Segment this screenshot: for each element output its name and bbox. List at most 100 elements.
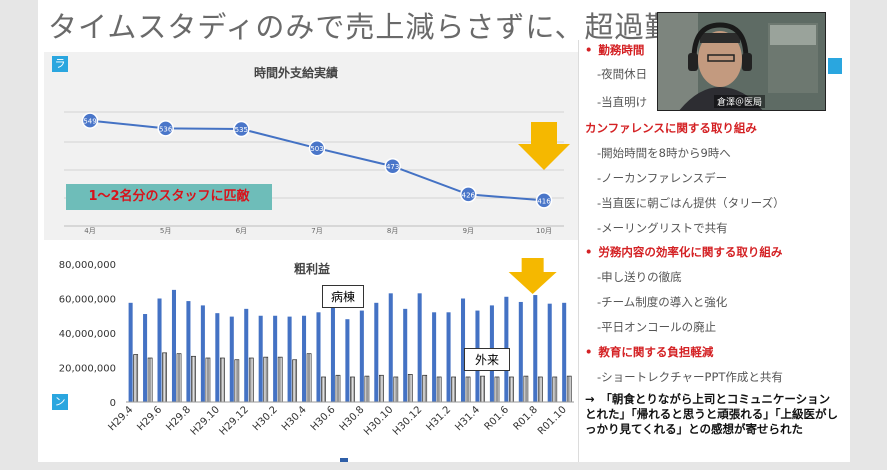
slide-title: タイムスタディのみで売上減らさずに、超過勤務 — [48, 10, 705, 44]
initiative-text: -開始時間を8時から9時へ — [597, 146, 731, 160]
y-tick-label: 60,000,000 — [59, 295, 116, 306]
bar-outpatient — [335, 374, 341, 403]
bar-ward — [171, 289, 177, 402]
bar-outpatient — [552, 376, 558, 403]
bar-ward — [345, 319, 350, 402]
y-tick-label: 0 — [110, 398, 116, 409]
initiative-item: -メーリングリストで共有 — [597, 220, 728, 236]
data-point — [460, 186, 477, 203]
bar-outpatient — [277, 356, 283, 403]
webcam-video[interactable]: 倉澤＠医局 — [657, 12, 826, 111]
bar-ward — [302, 315, 307, 402]
line-chart-title: 時間外支給実績 — [254, 66, 339, 80]
bar-outpatient — [350, 376, 355, 403]
bar-outpatient — [220, 357, 225, 403]
overtime-chart-panel: ラ 時間外支給実績 549 536 535 503 473 426 416 4月 5月 6月 7月 8… — [44, 52, 582, 240]
line-chart: 549 536 535 503 473 426 416 4月 5月 6月 7月 8月 9月 10月 — [64, 111, 570, 235]
x-tick-label: H30.10 — [362, 404, 395, 437]
y-tick-label: 20,000,000 — [59, 364, 116, 375]
bar-outpatient — [321, 376, 326, 403]
initiative-text: -メーリングリストで共有 — [597, 221, 728, 235]
bar-outpatient — [147, 357, 153, 403]
section-tag-right — [828, 58, 842, 74]
x-tick-label: H29.12 — [218, 404, 251, 437]
bar-ward — [229, 316, 234, 402]
bar-outpatient — [176, 353, 182, 403]
x-tick-label: H29.10 — [189, 404, 222, 437]
x-tick-label: 7月 — [311, 227, 322, 235]
x-tick-label: 10月 — [536, 227, 552, 235]
data-label: 426 — [462, 191, 476, 199]
bar-outpatient — [191, 355, 196, 403]
bar-ward — [547, 303, 552, 402]
bar-ward — [403, 308, 408, 402]
initiative-text: -ショートレクチャーPPT作成と共有 — [597, 370, 783, 384]
initiative-item: -ノーカンファレンスデー — [597, 170, 727, 186]
x-tick-label: 4月 — [84, 227, 95, 235]
bar-outpatient — [393, 376, 399, 403]
bar-ward — [518, 301, 523, 402]
bar-chart: 80,000,000 60,000,000 40,000,000 20,000,000… — [59, 258, 574, 438]
bar-ward — [417, 293, 422, 402]
x-tick-label: H31.4 — [453, 404, 482, 433]
bar-ward — [128, 302, 133, 402]
outpatient-label-bubble: 外来 — [464, 348, 511, 371]
bar-ward — [330, 305, 335, 402]
initiative-text: 労務内容の効率化に関する取り組み — [598, 245, 783, 259]
data-point — [157, 120, 174, 137]
y-tick-label: 40,000,000 — [59, 329, 116, 340]
bar-outpatient — [263, 356, 269, 403]
data-label: 549 — [83, 118, 96, 126]
initiative-text: 勤務時間 — [598, 43, 645, 57]
initiative-item: -当直医に朝ごはん提供（タリーズ） — [597, 195, 785, 211]
bar-outpatient — [364, 375, 370, 403]
initiative-heading: • 教育に関する負担軽減 — [585, 344, 713, 360]
initiative-item: -当直明け — [597, 94, 647, 110]
bar-ward — [460, 298, 466, 402]
bar-outpatient — [566, 375, 572, 403]
data-label: 536 — [159, 125, 173, 133]
section-tag: ラ — [52, 56, 68, 72]
data-label: 416 — [537, 197, 551, 205]
initiative-item: -ショートレクチャーPPT作成と共有 — [597, 369, 783, 385]
bar-outpatient — [292, 359, 298, 403]
down-arrow-icon — [518, 122, 570, 170]
y-tick-label: 80,000,000 — [59, 260, 116, 271]
bar-outpatient — [162, 352, 167, 403]
participant-name: 倉澤＠医局 — [714, 95, 766, 108]
bar-outpatient — [378, 374, 384, 403]
bar-ward — [273, 315, 278, 402]
x-tick-label: R01.6 — [483, 404, 511, 432]
bar-ward — [287, 316, 292, 402]
x-tick-label: 6月 — [236, 227, 247, 235]
bar-ward — [215, 313, 220, 402]
x-tick-label: 5月 — [160, 227, 171, 235]
bar-outpatient — [407, 374, 413, 403]
bar-ward — [316, 312, 321, 402]
data-label: 535 — [235, 126, 248, 134]
x-tick-label: 9月 — [463, 227, 474, 235]
bar-ward — [200, 305, 205, 402]
presenter-video-image — [658, 13, 825, 110]
initiative-heading: カンファレンスに関する取り組み — [585, 120, 757, 136]
staff-equivalent-callout: 1～2名分のスタッフに匹敵 — [66, 184, 272, 210]
data-point — [384, 157, 401, 175]
bar-outpatient — [436, 376, 442, 403]
bar-ward — [244, 308, 249, 402]
initiative-text: -申し送りの徹底 — [597, 270, 682, 284]
ward-label-bubble: 病棟 — [322, 285, 365, 308]
initiative-text: -夜間休日 — [597, 67, 648, 81]
bar-outpatient — [234, 359, 240, 403]
initiative-item: -開始時間を8時から9時へ — [597, 145, 731, 161]
data-point — [535, 192, 553, 209]
bar-ward — [533, 295, 538, 402]
x-tick-label: H30.4 — [280, 404, 309, 433]
bar-ward — [186, 301, 191, 402]
data-point — [308, 139, 326, 157]
data-label: 473 — [386, 163, 399, 171]
initiative-text: 教育に関する負担軽減 — [598, 345, 714, 359]
bar-outpatient — [465, 376, 471, 403]
x-tick-label: H29.6 — [135, 404, 164, 433]
bar-outpatient — [480, 375, 485, 403]
x-tick-label: H31.2 — [424, 404, 453, 433]
